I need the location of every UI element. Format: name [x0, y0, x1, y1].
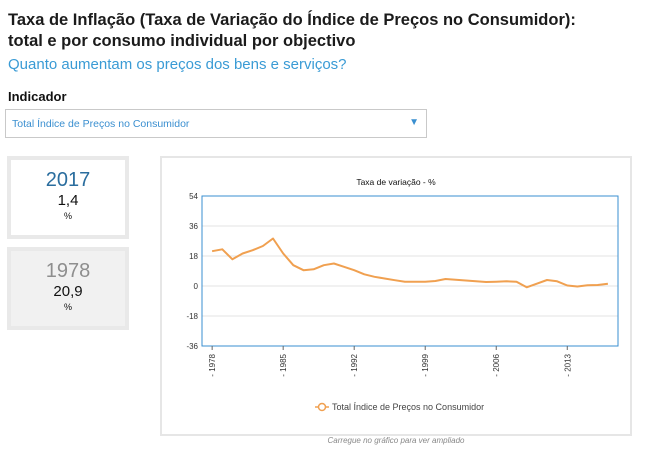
chart-legend[interactable]: Total Índice de Preços no Consumidor [315, 402, 484, 412]
indicator-label: Indicador [8, 89, 67, 104]
x-tick-label: - 1992 [350, 353, 359, 376]
indicator-select[interactable]: Total Índice de Preços no Consumidor ▼ [5, 109, 427, 138]
page-subtitle: Quanto aumentam os preços dos bens e ser… [8, 56, 347, 73]
y-tick-label: 18 [189, 252, 198, 261]
y-tick-label: 0 [194, 282, 199, 291]
chart-container[interactable]: Taxa de variação - % 54 36 18 0 -18 -36 - 197… [160, 156, 632, 436]
y-tick-label: -18 [186, 312, 198, 321]
card-unit: % [63, 302, 72, 312]
card-year: 1978 [45, 260, 91, 282]
page-title: Taxa de Inflação (Taxa de Variação do Ín… [8, 10, 640, 52]
chart-title: Taxa de variação - % [356, 177, 436, 187]
indicator-selected-value: Total Índice de Preços no Consumidor [12, 118, 190, 130]
page-title-line1: Taxa de Inflação (Taxa de Variação do Ín… [8, 11, 576, 29]
line-chart: Taxa de variação - % 54 36 18 0 -18 -36 - 197… [186, 177, 619, 412]
x-tick-label: - 1999 [421, 353, 430, 376]
y-tick-label: 54 [189, 192, 198, 201]
y-tick-label: 36 [189, 222, 198, 231]
plot-area [201, 195, 619, 347]
x-tick-label: - 1978 [208, 353, 217, 376]
card-unit: % [63, 211, 72, 221]
legend-label: Total Índice de Preços no Consumidor [332, 402, 484, 412]
first-value-card[interactable]: 1978 20,9 % [7, 247, 129, 330]
chart-caption: Carregue no gráfico para ver ampliado [327, 436, 465, 445]
latest-value-card[interactable]: 2017 1,4 % [7, 156, 129, 239]
series-line [211, 237, 609, 289]
page-title-line2: total e por consumo individual por objec… [8, 32, 356, 50]
legend-marker-icon [317, 402, 327, 412]
card-value: 20,9 [53, 283, 83, 300]
card-year: 2017 [45, 169, 91, 191]
card-value: 1,4 [57, 192, 79, 209]
x-tick-label: - 1985 [279, 353, 288, 376]
x-tick-label: - 2013 [563, 353, 572, 376]
dropdown-arrow-icon: ▼ [409, 117, 419, 128]
y-tick-label: -36 [186, 342, 198, 351]
x-tick-label: - 2006 [492, 353, 501, 376]
